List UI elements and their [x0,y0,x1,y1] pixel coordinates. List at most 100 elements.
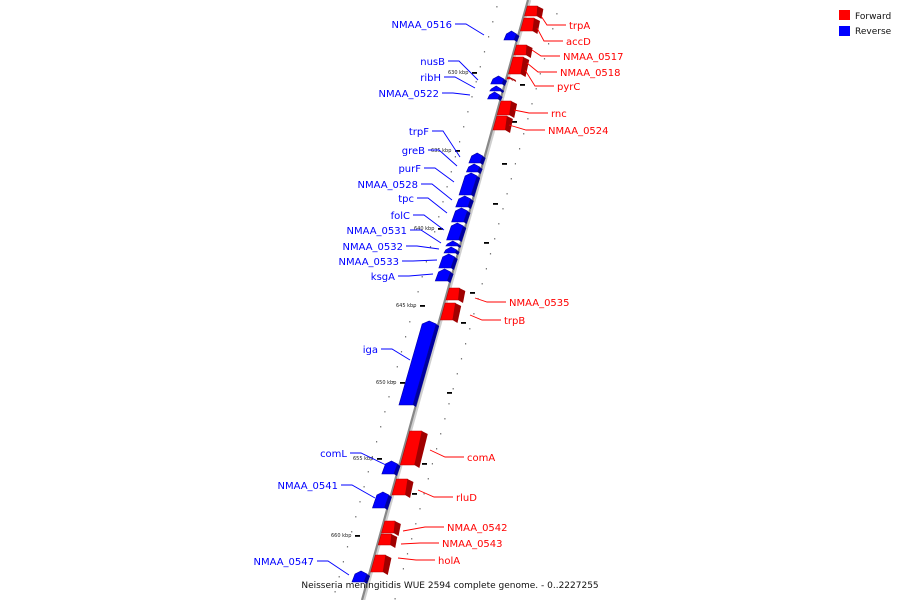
reverse-gene-leader [455,23,485,36]
guide-dot [489,253,492,255]
minor-tick [470,292,475,294]
reverse-gene-leader [402,259,438,262]
reverse-gene-label: tpc [398,194,414,205]
major-tick [420,305,425,307]
guide-dot [402,568,404,570]
guide-dot [334,591,336,593]
reverse-gene-label: NMAA_0516 [391,20,452,31]
forward-gene-label: comA [467,453,495,464]
reverse-gene-shade [513,34,520,42]
reverse-gene-shade [455,250,460,255]
reverse-gene-shade [384,495,392,510]
reverse-gene-label: ribH [420,73,441,84]
forward-gene-leader [531,49,560,57]
reverse-gene-label: trpF [409,127,429,138]
guide-dot [427,478,429,480]
minor-tick [412,493,417,495]
guide-dot [519,148,521,150]
reverse-gene-shade [501,79,507,86]
major-tick [472,72,477,74]
tick-label: 650 kbp [376,380,396,386]
forward-gene-label: NMAA_0524 [548,126,609,137]
reverse-gene-label: greB [402,146,425,157]
major-tick [455,150,460,152]
forward-gene-shade [509,77,517,82]
forward-gene-label: NMAA_0535 [509,298,570,309]
reverse-gene-label: nusB [420,57,445,68]
tick-label: 640 kbp [414,226,434,232]
guide-dot [446,186,448,188]
reverse-gene-leader [406,245,440,250]
guide-dot [355,516,357,518]
guide-dot [359,501,361,503]
guide-dot [342,561,344,563]
reverse-gene-leader [442,92,471,96]
reverse-gene-label: NMAA_0533 [338,257,399,268]
forward-gene-leader [474,297,506,303]
guide-dot [539,73,541,75]
reverse-gene-label: NMAA_0532 [342,242,403,253]
minor-tick [502,163,507,165]
guide-dot [488,36,490,38]
minor-tick [493,203,498,205]
guide-dot [346,546,349,548]
forward-gene-leader [508,124,545,131]
guide-dot [454,156,456,158]
forward-gene-label: rluD [456,493,477,504]
guide-dot [506,193,508,195]
reverse-gene-leader [444,76,476,89]
forward-gene-label: pyrC [557,82,580,93]
reverse-gene-purF [458,172,478,196]
tick-label: 630 kbp [448,70,468,76]
reverse-gene-leader [448,60,479,81]
guide-dot [485,268,487,270]
guide-dot [548,43,550,45]
reverse-gene-leader [381,348,411,361]
guide-dot [498,223,500,225]
guide-dot [367,471,369,473]
guide-dot [459,141,461,143]
forward-gene-leader [417,489,453,498]
guide-dot [463,126,465,128]
reverse-gene-shade [447,272,454,283]
guide-dot [351,531,353,533]
forward-gene-leader [526,62,557,73]
guide-dot [483,51,486,53]
forward-gene-shade [414,431,428,468]
guide-dot [444,418,446,420]
reverse-gene-label: NMAA_0547 [253,557,314,568]
forward-gene-shade [536,6,544,19]
reverse-gene-shade [450,257,458,270]
minor-tick [520,84,525,86]
reverse-gene-NMAA_0541 [372,491,390,509]
forward-gene-shade [458,288,466,303]
guide-dot [436,448,438,450]
forward-gene-shade [509,101,518,118]
reverse-gene-nusB [490,75,505,85]
forward-gene-shade [405,479,414,498]
guide-dot [440,433,442,435]
reverse-gene-NMAA_0532 [443,246,458,254]
forward-gene-pyrC [506,76,513,82]
reverse-gene-shade [479,156,486,165]
reverse-gene-leader [317,560,350,576]
forward-gene-label: rnc [551,109,567,120]
forward-gene-label: holA [438,556,460,567]
guide-dot [434,231,436,233]
guide-dot [479,66,481,68]
forward-gene-shade [520,57,530,77]
legend-forward-label: Forward [855,12,891,22]
forward-gene-label: NMAA_0543 [442,539,503,550]
guide-dot [552,28,554,30]
minor-tick [461,322,466,324]
guide-dot [417,291,419,293]
guide-dot [442,201,444,203]
forward-gene-leader [429,449,464,458]
guide-dot [398,583,400,585]
legend-reverse-label: Reverse [855,27,892,37]
guide-dot [425,261,427,263]
forward-gene-leader [513,109,548,114]
guide-dot [394,598,396,600]
guide-dot [492,21,494,23]
tick-label: 645 kbp [396,303,416,309]
